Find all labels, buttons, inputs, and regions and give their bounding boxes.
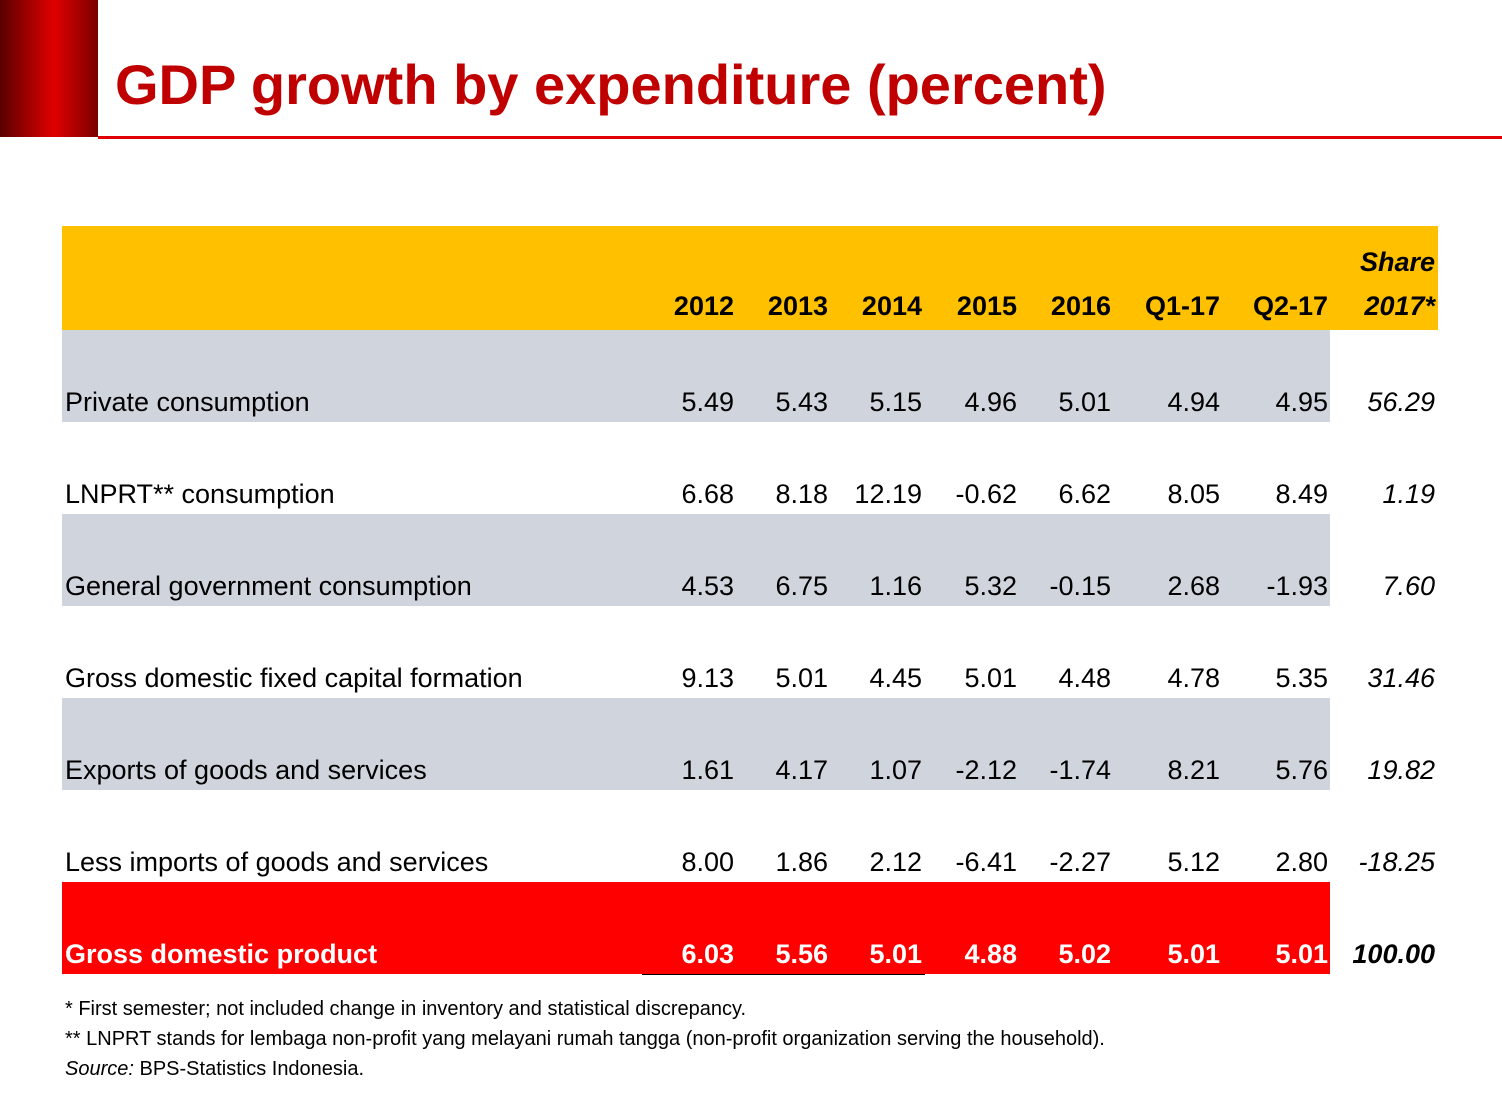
column-header: 2014: [861, 291, 922, 321]
cell-value: 6.62: [1058, 479, 1111, 509]
cell-value: 2.80: [1275, 847, 1328, 877]
cell-value: 4.78: [1167, 663, 1220, 693]
cell-value: 1.19: [1382, 479, 1435, 509]
cell-value: 4.88: [964, 939, 1017, 969]
row-label: General government consumption: [65, 571, 472, 601]
cell-value: 4.45: [869, 663, 922, 693]
cell-value: 8.21: [1167, 755, 1220, 785]
cell-value: -1.74: [1049, 755, 1111, 785]
cell-value: 5.76: [1275, 755, 1328, 785]
underline: [642, 973, 925, 975]
cell-value: 6.68: [681, 479, 734, 509]
column-header: Q2-17: [1252, 291, 1328, 321]
cell-value: 4.96: [964, 387, 1017, 417]
cell-value: -6.41: [955, 847, 1017, 877]
source: Source: BPS-Statistics Indonesia.: [65, 1058, 364, 1081]
column-header: 2012: [673, 291, 734, 321]
cell-value: 5.01: [869, 939, 922, 969]
cell-value: -1.93: [1266, 571, 1328, 601]
cell-value: 5.15: [869, 387, 922, 417]
cell-value: 12.19: [854, 479, 922, 509]
corner-accent: [0, 0, 98, 137]
cell-value: 5.01: [1058, 387, 1111, 417]
source-label: Source:: [65, 1058, 134, 1080]
title-rule: [98, 136, 1502, 139]
cell-value: 5.01: [964, 663, 1017, 693]
slide-title: GDP growth by expenditure (percent): [115, 53, 1107, 116]
cell-value: -0.15: [1049, 571, 1111, 601]
cell-value: 5.01: [775, 663, 828, 693]
column-header: Q1-17: [1144, 291, 1220, 321]
cell-value: 8.18: [775, 479, 828, 509]
column-header: Share: [1359, 247, 1435, 277]
cell-value: 19.82: [1367, 755, 1435, 785]
cell-value: 1.16: [869, 571, 922, 601]
cell-value: -18.25: [1358, 847, 1435, 877]
cell-value: 9.13: [681, 663, 734, 693]
cell-value: 100.00: [1352, 939, 1435, 969]
cell-value: 4.95: [1275, 387, 1328, 417]
cell-value: 4.17: [775, 755, 828, 785]
cell-value: 1.61: [681, 755, 734, 785]
cell-value: 5.01: [1275, 939, 1328, 969]
cell-value: 8.00: [681, 847, 734, 877]
cell-value: 8.49: [1275, 479, 1328, 509]
cell-value: 4.53: [681, 571, 734, 601]
cell-value: 4.94: [1167, 387, 1220, 417]
row-label: Exports of goods and services: [65, 755, 427, 785]
cell-value: -2.27: [1049, 847, 1111, 877]
footnote: * First semester; not included change in…: [65, 998, 747, 1020]
column-header: 2016: [1050, 291, 1111, 321]
cell-value: 5.35: [1275, 663, 1328, 693]
header-band: [62, 226, 1438, 330]
cell-value: 5.56: [775, 939, 828, 969]
row-label: Gross domestic product: [65, 939, 378, 969]
row-label: Private consumption: [65, 387, 310, 417]
cell-value: 5.49: [681, 387, 734, 417]
row-band: [62, 514, 1330, 606]
cell-value: -2.12: [955, 755, 1017, 785]
cell-value: 2.68: [1167, 571, 1220, 601]
column-header: 2015: [956, 291, 1017, 321]
footnote: ** LNPRT stands for lembaga non-profit y…: [65, 1028, 1105, 1050]
cell-value: 2.12: [869, 847, 922, 877]
row-label: Gross domestic fixed capital formation: [65, 663, 523, 693]
cell-value: 31.46: [1367, 663, 1435, 693]
cell-value: 6.75: [775, 571, 828, 601]
cell-value: 1.86: [775, 847, 828, 877]
cell-value: 4.48: [1058, 663, 1111, 693]
cell-value: 5.01: [1167, 939, 1220, 969]
row-label: Less imports of goods and services: [65, 847, 489, 877]
cell-value: 5.02: [1058, 939, 1111, 969]
column-header: 2017*: [1364, 291, 1435, 321]
row-band: [62, 330, 1330, 422]
cell-value: 5.43: [775, 387, 828, 417]
row-label: LNPRT** consumption: [65, 479, 335, 509]
cell-value: 5.32: [964, 571, 1017, 601]
source-text: BPS-Statistics Indonesia.: [139, 1058, 365, 1080]
cell-value: 8.05: [1167, 479, 1220, 509]
column-header: 2013: [767, 291, 828, 321]
row-band: [62, 882, 1330, 974]
cell-value: 7.60: [1382, 571, 1435, 601]
row-band: [62, 698, 1330, 790]
cell-value: 56.29: [1367, 387, 1435, 417]
cell-value: -0.62: [955, 479, 1017, 509]
cell-value: 5.12: [1167, 847, 1220, 877]
cell-value: 1.07: [869, 755, 922, 785]
cell-value: 6.03: [681, 939, 734, 969]
